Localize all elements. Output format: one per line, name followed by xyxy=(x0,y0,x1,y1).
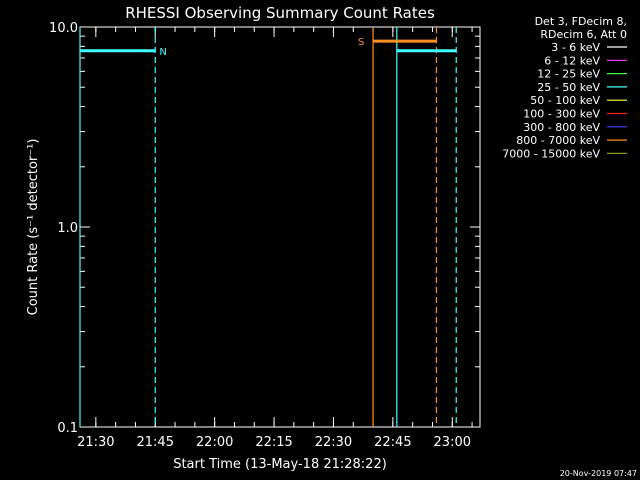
x-tick-label: 23:00 xyxy=(434,435,471,450)
event-lines xyxy=(79,27,457,427)
legend-header-line: RDecim 6, Att 0 xyxy=(540,28,627,41)
annotation-label: S xyxy=(358,37,364,48)
x-axis-label: Start Time (13-May-18 21:28:22) xyxy=(173,457,387,472)
x-tick-label: 22:00 xyxy=(196,435,233,450)
annotations-group: NS xyxy=(159,37,364,58)
y-tick-label: 1.0 xyxy=(57,221,78,236)
y-tick-label: 10.0 xyxy=(49,21,78,36)
legend-label: 3 - 6 keV xyxy=(551,41,600,54)
legend-label: 6 - 12 keV xyxy=(544,54,600,67)
y-tick-labels: 0.1 1.0 10.0 xyxy=(49,21,78,436)
x-tick-label: 21:45 xyxy=(137,435,174,450)
y-axis-label: Count Rate (s⁻¹ detector⁻¹) xyxy=(26,139,41,316)
legend: Det 3, FDecim 8,RDecim 6, Att 03 - 6 keV… xyxy=(502,15,627,160)
major-ticks xyxy=(80,26,480,428)
series-group xyxy=(80,39,457,53)
chart-title: RHESSI Observing Summary Count Rates xyxy=(125,4,435,22)
legend-label: 800 - 7000 keV xyxy=(516,134,600,147)
legend-label: 300 - 800 keV xyxy=(523,121,600,134)
legend-label: 12 - 25 keV xyxy=(537,68,600,81)
x-tick-label: 22:15 xyxy=(255,435,292,450)
legend-label: 50 - 100 keV xyxy=(530,94,600,107)
x-tick-label: 22:45 xyxy=(374,435,411,450)
x-tick-label: 21:30 xyxy=(77,435,114,450)
legend-label: 7000 - 15000 keV xyxy=(502,147,600,160)
legend-label: 25 - 50 keV xyxy=(537,81,600,94)
plot-frame xyxy=(79,26,481,428)
annotation-label: N xyxy=(159,47,166,58)
x-tick-label: 22:30 xyxy=(315,435,352,450)
minor-ticks xyxy=(80,27,480,427)
plot-area: NS xyxy=(79,26,481,428)
legend-label: 100 - 300 keV xyxy=(523,108,600,121)
legend-header-line: Det 3, FDecim 8, xyxy=(535,15,627,28)
footer-timestamp: 20-Nov-2019 07:47 xyxy=(560,469,637,478)
x-tick-labels: 21:30 21:45 22:00 22:15 22:30 22:45 23:00 xyxy=(77,435,471,450)
y-tick-label: 0.1 xyxy=(57,421,78,436)
